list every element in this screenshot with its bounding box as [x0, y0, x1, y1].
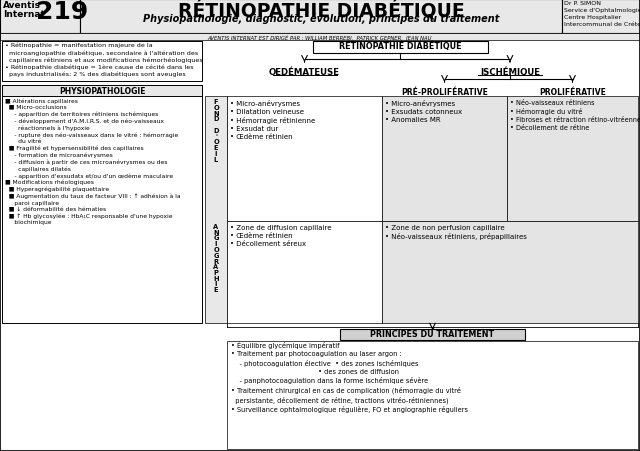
Text: RÉTINOPATHIE DIABÉTIQUE: RÉTINOPATHIE DIABÉTIQUE: [178, 0, 464, 20]
Text: ■ Altérations capillaires
  ■ Micro-occlusions
     - apparition de territoires : ■ Altérations capillaires ■ Micro-occlus…: [5, 98, 180, 225]
Text: Aventis: Aventis: [3, 1, 41, 10]
Text: Internat: Internat: [3, 10, 45, 19]
Bar: [205, 97, 227, 323]
Bar: [227, 341, 638, 449]
Text: 219: 219: [36, 0, 88, 24]
Text: OEDÉMATEUSE: OEDÉMATEUSE: [269, 68, 340, 77]
Bar: [2, 86, 202, 97]
Text: • Micro-anévrysmes
• Exsudats cotonneux
• Anomalies MR: • Micro-anévrysmes • Exsudats cotonneux …: [385, 100, 462, 123]
Bar: [312, 42, 488, 54]
Text: • Zone de diffusion capillaire
• Œdème rétinien
• Décollement séreux: • Zone de diffusion capillaire • Œdème r…: [230, 225, 332, 246]
Bar: [227, 97, 382, 221]
Text: • Équilibre glycémique impératif
• Traitement par photocoagulation au laser argo: • Équilibre glycémique impératif • Trait…: [231, 341, 468, 413]
Bar: [227, 221, 382, 323]
Bar: [80, 0, 562, 34]
Text: • Zone de non perfusion capillaire
• Néo-vaisseaux rétiniens, prépapillaires: • Zone de non perfusion capillaire • Néo…: [385, 225, 527, 240]
Text: • Rétinopathie = manifestation majeure de la
  microangiopathie diabétique, seco: • Rétinopathie = manifestation majeure d…: [5, 43, 203, 77]
Text: PHYSIOPATHOLOGIE: PHYSIOPATHOLOGIE: [59, 87, 145, 96]
Text: F
O
N
D

D
'
O
E
I
L: F O N D D ' O E I L: [213, 99, 219, 162]
Text: PRINCIPES DU TRAITEMENT: PRINCIPES DU TRAITEMENT: [371, 329, 495, 338]
Text: PROLIFÉRATIVE: PROLIFÉRATIVE: [539, 88, 606, 97]
Text: • Néo-vaisseaux rétiniens
• Hémorragie du vitré
• Fibroses et rétraction rétino-: • Néo-vaisseaux rétiniens • Hémorragie d…: [510, 100, 640, 131]
Bar: [507, 97, 638, 221]
Bar: [2, 42, 202, 82]
Text: Dr P. SIMON
Service d'Ophtalmologie
Centre Hospitalier
Intercommunal de Créteil: Dr P. SIMON Service d'Ophtalmologie Cent…: [564, 1, 640, 27]
Bar: [340, 329, 525, 340]
Bar: [0, 34, 640, 41]
Text: Physiopathologie, diagnostic, évolution, principes du traitement: Physiopathologie, diagnostic, évolution,…: [143, 14, 499, 24]
Text: RÉTINOPATHIE DIABÉTIQUE: RÉTINOPATHIE DIABÉTIQUE: [339, 42, 461, 51]
Text: A
N
G
I
O
G
R
A
P
H
I
E: A N G I O G R A P H I E: [213, 224, 219, 293]
Text: PRÉ-PROLIFÉRATIVE: PRÉ-PROLIFÉRATIVE: [401, 88, 488, 97]
Bar: [2, 86, 202, 323]
Bar: [382, 221, 638, 323]
Text: • Micro-anévrysmes
• Dilatation veineuse
• Hémorragie rétinienne
• Exsudat dur
•: • Micro-anévrysmes • Dilatation veineuse…: [230, 100, 316, 140]
Text: ISCHÉMIQUE: ISCHÉMIQUE: [480, 68, 540, 77]
Bar: [562, 0, 640, 34]
Bar: [382, 97, 507, 221]
Text: AVENTIS INTERNAT EST DIRIGÉ PAR : WILLIAM BERREBI,  PATRICK GEPNER,  JEAN NAU: AVENTIS INTERNAT EST DIRIGÉ PAR : WILLIA…: [208, 35, 432, 41]
Bar: [0, 0, 80, 34]
